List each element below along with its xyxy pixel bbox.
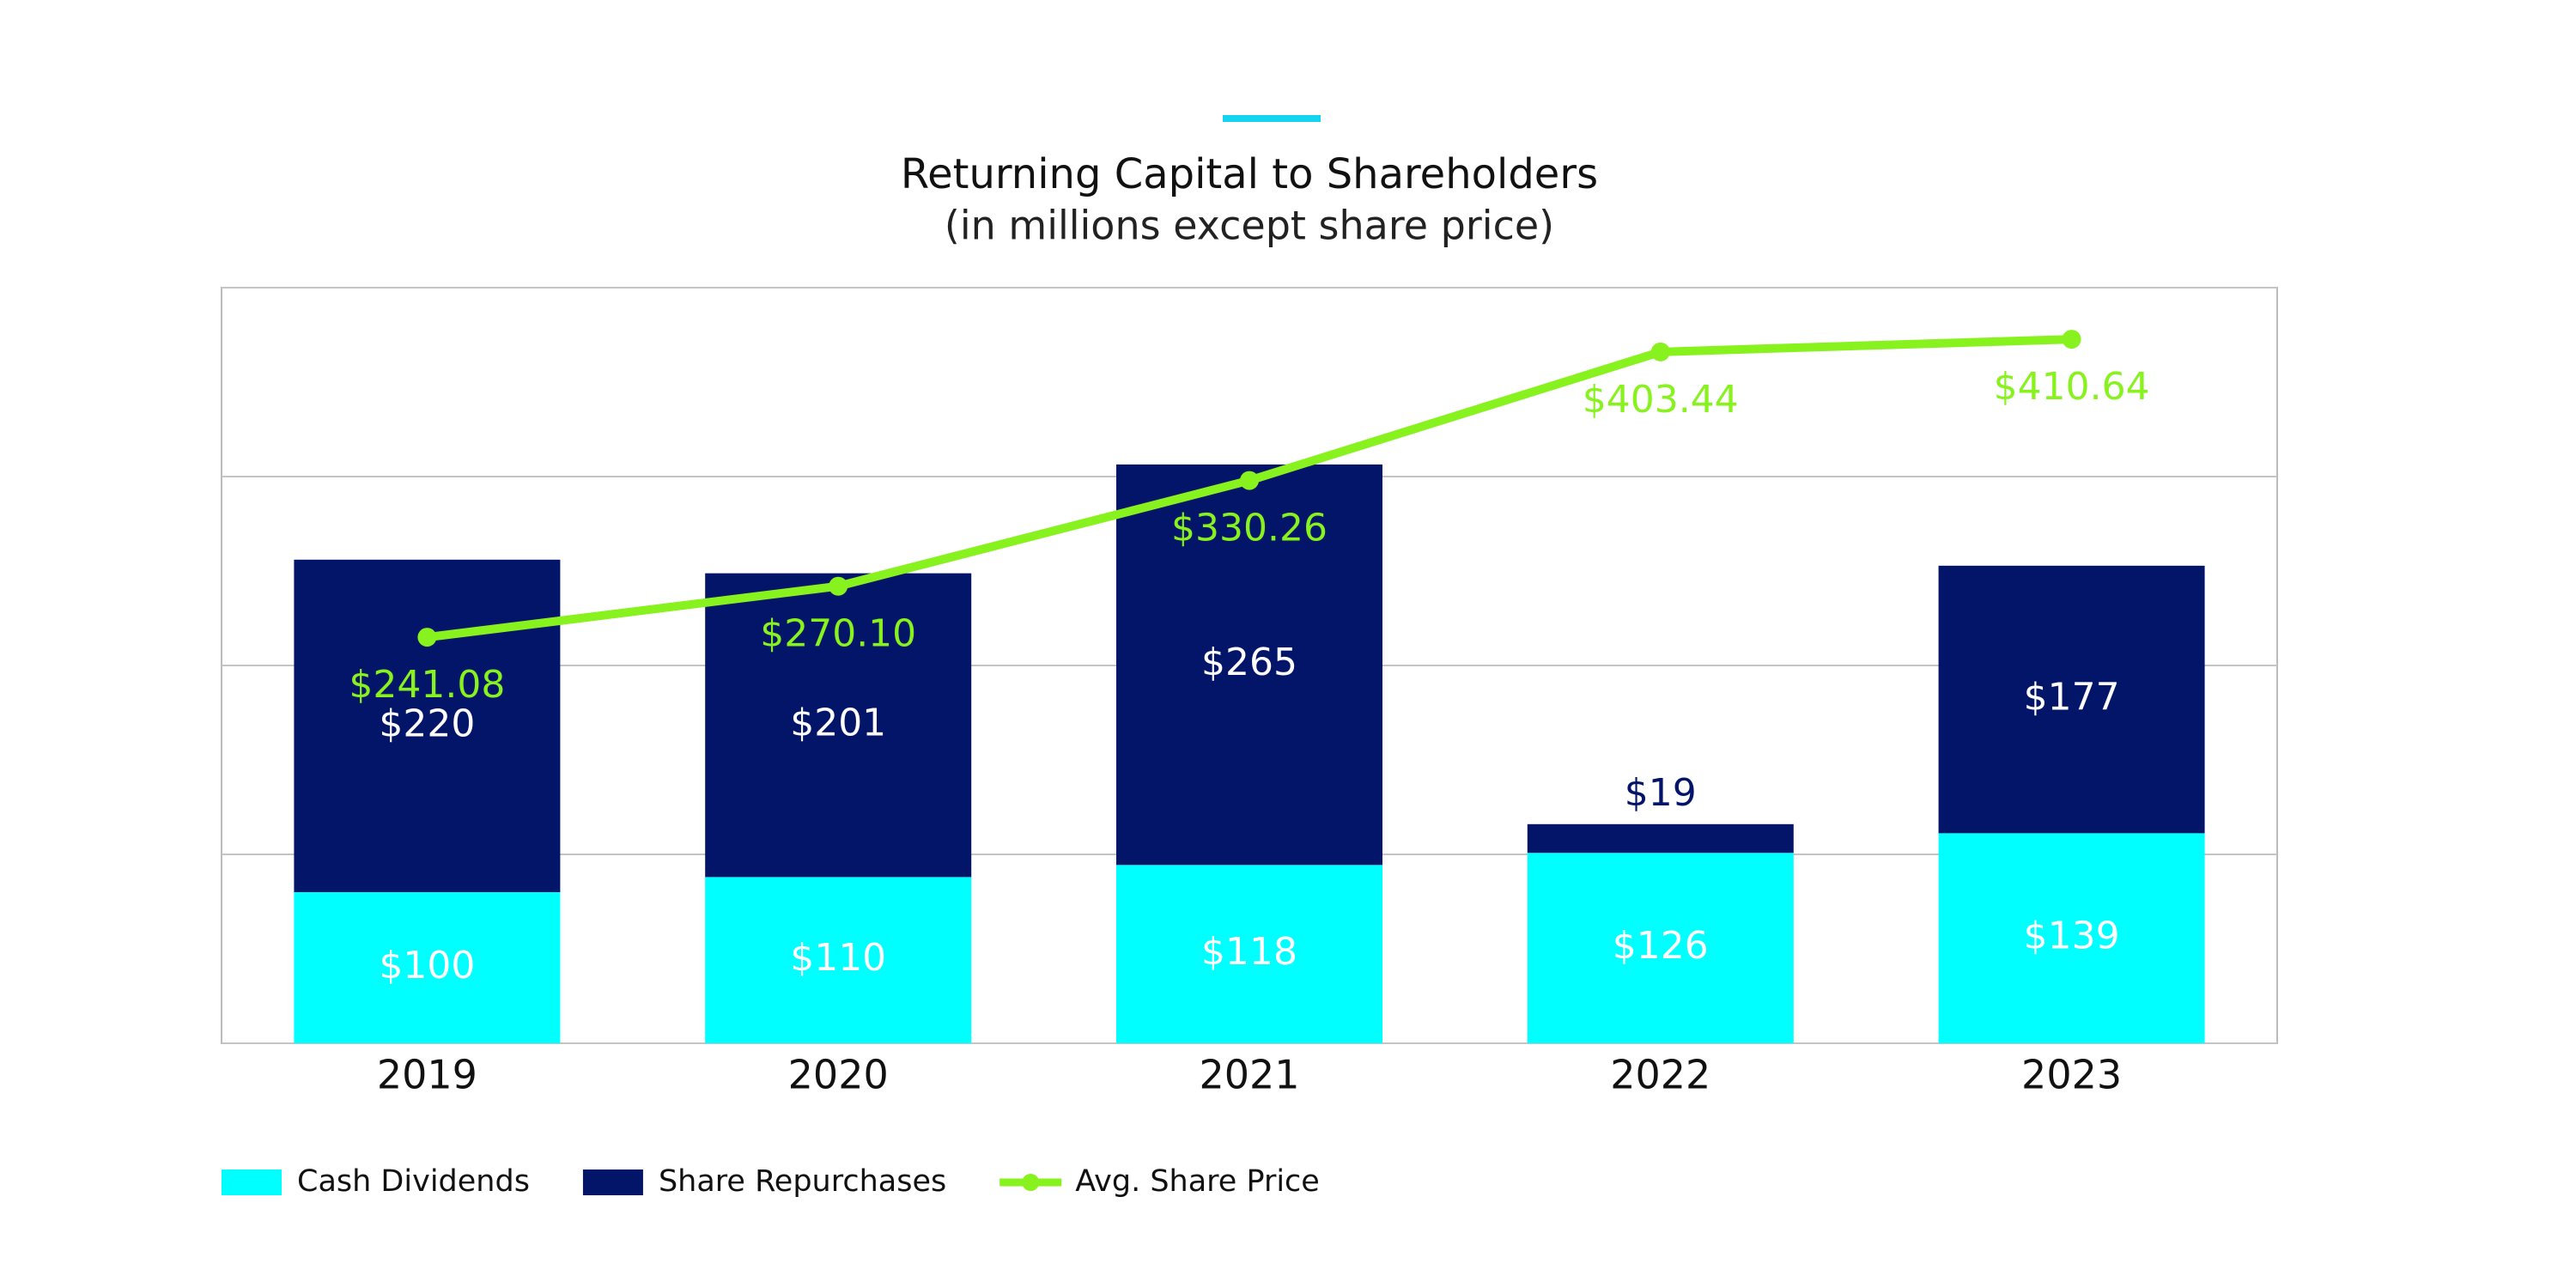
line-point [2062, 330, 2081, 349]
bar-segment [294, 892, 561, 1043]
value-label: $126 [1613, 924, 1709, 968]
bar-segment [1527, 823, 1794, 854]
value-label: $139 [2024, 914, 2120, 958]
bar-segment [705, 573, 972, 878]
bar-segment [1116, 865, 1382, 1043]
bar-segment [294, 559, 561, 892]
value-label: $265 [1201, 641, 1297, 684]
value-label: $270.10 [760, 612, 916, 656]
value-label: $220 [379, 702, 475, 745]
chart-title: Returning Capital to Shareholders [901, 150, 1598, 198]
title-accent [1223, 115, 1321, 122]
chart-subtitle: (in millions except share price) [945, 203, 1554, 249]
legend-marker [582, 1170, 643, 1195]
legend-marker [1022, 1174, 1040, 1191]
bar-segment [1527, 853, 1794, 1043]
value-label: $118 [1201, 930, 1297, 974]
value-label: $330.26 [1171, 507, 1327, 550]
value-label: $177 [2024, 676, 2120, 720]
bar-segment [1116, 464, 1382, 866]
line-point [1240, 471, 1259, 490]
line-point [417, 628, 437, 647]
value-label: $410.64 [1994, 365, 2150, 409]
legend-marker [222, 1170, 282, 1195]
value-label: $403.44 [1583, 378, 1739, 422]
legend-text: Share Repurchases [659, 1164, 946, 1199]
line-point [1650, 342, 1670, 361]
line-point [829, 576, 848, 596]
value-label: $100 [379, 944, 475, 987]
bar-segment [705, 877, 972, 1043]
x-tick-label: 2022 [1610, 1052, 1710, 1098]
x-tick-label: 2023 [2021, 1052, 2122, 1098]
x-tick-label: 2019 [377, 1052, 477, 1098]
value-label: $110 [790, 936, 886, 980]
bar-segment [1938, 833, 2205, 1043]
legend-text: Cash Dividends [297, 1164, 530, 1199]
x-tick-label: 2020 [788, 1052, 889, 1098]
value-label: $241.08 [349, 663, 505, 707]
value-label: $19 [1625, 771, 1697, 815]
legend-text: Avg. Share Price [1075, 1164, 1320, 1199]
bar-segment [1938, 565, 2205, 834]
value-label: $201 [790, 702, 886, 745]
x-tick-label: 2021 [1199, 1052, 1299, 1098]
